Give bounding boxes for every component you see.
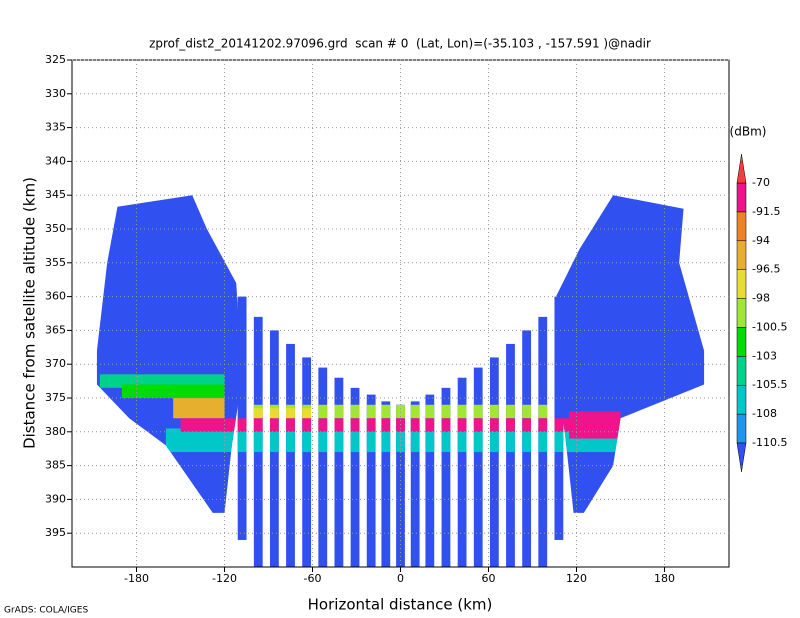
- x-tick-label: -120: [212, 572, 237, 585]
- axes: -180 -120 -60 0 60 120 180 325 330 335 340 345 350 35…: [45, 53, 730, 585]
- strip: [381, 401, 391, 567]
- y-axis-label: Distance from satellite altitude (km): [21, 177, 39, 449]
- y-tick-label: 335: [45, 121, 66, 134]
- colorbar-label: -70: [752, 176, 770, 189]
- strip: [457, 377, 467, 567]
- band: [99, 374, 225, 388]
- colorbar-label: -103: [752, 349, 777, 362]
- colorbar-unit: (dBm): [730, 125, 767, 139]
- x-tick-label: -180: [124, 572, 149, 585]
- strip: [302, 357, 312, 567]
- y-tick-label: 380: [45, 425, 66, 438]
- field: [96, 195, 705, 567]
- band: [180, 418, 621, 432]
- strip: [441, 387, 451, 567]
- y-tick-label: 345: [45, 188, 66, 201]
- colorbar-label: -98: [752, 292, 770, 305]
- colorbar-segment: [736, 413, 747, 444]
- strip: [425, 394, 435, 567]
- y-tick-label: 340: [45, 154, 66, 167]
- y-tick-label: 385: [45, 459, 66, 472]
- y-tick-label: 360: [45, 290, 66, 303]
- colorbar-label: -91.5: [752, 205, 780, 218]
- x-axis-label: Horizontal distance (km): [308, 596, 493, 614]
- colorbar-segment: [736, 384, 747, 415]
- x-tick-label: 180: [654, 572, 675, 585]
- colorbar-high: [736, 154, 747, 184]
- strip: [350, 387, 360, 567]
- x-tick-label: 0: [397, 572, 404, 585]
- colorbar-label: -94: [752, 234, 770, 247]
- colorbar-segment: [736, 240, 747, 270]
- strip: [318, 367, 328, 567]
- colorbar-segment: [736, 269, 747, 299]
- y-tick-label: 395: [45, 526, 66, 539]
- y-tick-label: 355: [45, 256, 66, 269]
- region: [555, 195, 705, 513]
- y-tick-label: 375: [45, 391, 66, 404]
- colorbar-label: -110.5: [752, 436, 787, 449]
- x-tick-label: 120: [566, 572, 587, 585]
- y-tick-label: 325: [45, 53, 66, 66]
- footer: GrADS: COLA/IGES: [4, 606, 88, 616]
- colorbar-label: -105.5: [752, 378, 787, 391]
- band: [253, 408, 313, 419]
- colorbar-segment: [736, 182, 747, 213]
- strip: [410, 401, 420, 567]
- x-tick-label: -60: [304, 572, 322, 585]
- colorbar-segment: [736, 211, 747, 242]
- band: [173, 398, 225, 419]
- y-tick-label: 370: [45, 357, 66, 370]
- band: [121, 384, 225, 398]
- strip: [396, 404, 405, 567]
- strip: [366, 394, 376, 567]
- strip: [473, 367, 483, 567]
- y-tick-label: 390: [45, 492, 66, 505]
- strip: [334, 377, 344, 567]
- colorbar-segment: [736, 356, 747, 386]
- colorbar-low: [736, 442, 747, 472]
- y-tick-label: 330: [45, 87, 66, 100]
- colorbar-segment: [736, 298, 747, 328]
- colorbar-label: -100.5: [752, 320, 787, 333]
- strip: [489, 357, 499, 567]
- strip: [506, 343, 515, 567]
- colorbar-label: -108: [752, 407, 777, 420]
- chart-title: zprof_dist2_20141202.97096.grd scan # 0 …: [149, 37, 651, 51]
- y-tick-label: 350: [45, 222, 66, 235]
- strip: [286, 343, 295, 567]
- y-tick-label: 365: [45, 323, 66, 336]
- band: [569, 411, 621, 439]
- colorbar-label: -96.5: [752, 263, 780, 276]
- x-tick-label: 60: [481, 572, 495, 585]
- colorbar-segment: [736, 327, 747, 357]
